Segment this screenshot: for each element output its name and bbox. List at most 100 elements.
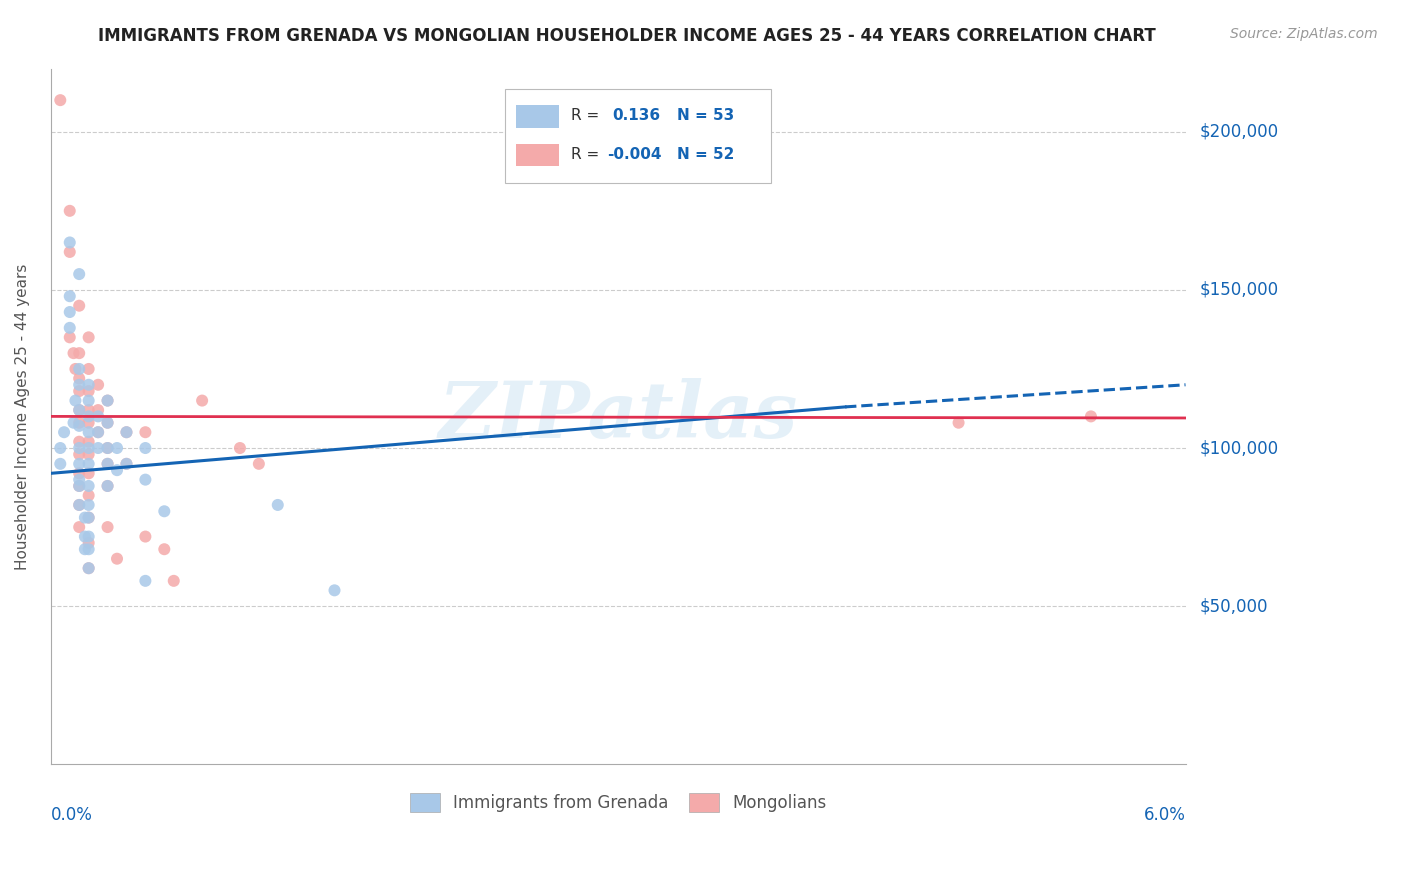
Point: [77, 510, 100, 524]
Point: [115, 457, 138, 471]
Point: [49, 93, 72, 107]
Point: [105, 441, 128, 455]
Point: [87, 403, 110, 417]
Point: [77, 330, 100, 344]
Point: [49, 457, 72, 471]
Point: [77, 393, 100, 408]
Point: [87, 441, 110, 455]
Legend: Immigrants from Grenada, Mongolians: Immigrants from Grenada, Mongolians: [404, 786, 832, 819]
Point: [97, 457, 120, 471]
Point: [105, 463, 128, 477]
Point: [97, 520, 120, 534]
Point: [77, 542, 100, 557]
Point: [77, 447, 100, 461]
Point: [73, 530, 96, 544]
Point: [59, 330, 82, 344]
Point: [65, 393, 87, 408]
Point: [67, 434, 90, 449]
Text: 0.0%: 0.0%: [51, 806, 93, 824]
Point: [87, 425, 110, 440]
Text: R =: R =: [571, 108, 599, 123]
Point: [65, 362, 87, 376]
Text: $100,000: $100,000: [1199, 439, 1278, 457]
Point: [97, 441, 120, 455]
Point: [67, 384, 90, 398]
Point: [97, 393, 120, 408]
Point: [67, 403, 90, 417]
Text: N = 53: N = 53: [678, 108, 734, 123]
Point: [53, 425, 76, 440]
Point: [67, 479, 90, 493]
Point: [59, 321, 82, 335]
Point: [73, 542, 96, 557]
FancyBboxPatch shape: [516, 144, 560, 166]
Point: [97, 393, 120, 408]
Point: [105, 551, 128, 566]
Point: [77, 403, 100, 417]
Text: $150,000: $150,000: [1199, 281, 1278, 299]
Point: [77, 488, 100, 502]
Point: [67, 447, 90, 461]
Point: [62, 416, 84, 430]
Text: 6.0%: 6.0%: [1143, 806, 1185, 824]
Point: [77, 362, 100, 376]
Point: [134, 574, 156, 588]
Point: [267, 498, 290, 512]
Point: [67, 498, 90, 512]
Point: [87, 425, 110, 440]
Point: [67, 299, 90, 313]
Text: $200,000: $200,000: [1199, 123, 1278, 141]
Point: [73, 510, 96, 524]
Point: [67, 371, 90, 385]
Point: [153, 504, 176, 518]
Point: [59, 203, 82, 218]
Point: [62, 346, 84, 360]
Point: [163, 574, 186, 588]
Text: $50,000: $50,000: [1199, 597, 1268, 615]
Point: [77, 384, 100, 398]
Point: [67, 403, 90, 417]
Point: [77, 510, 100, 524]
Point: [67, 418, 90, 433]
Point: [97, 479, 120, 493]
Point: [67, 377, 90, 392]
Point: [77, 561, 100, 575]
Point: [67, 498, 90, 512]
Point: [191, 393, 214, 408]
Point: [134, 473, 156, 487]
Point: [134, 425, 156, 440]
Point: [77, 467, 100, 481]
Text: Source: ZipAtlas.com: Source: ZipAtlas.com: [1230, 27, 1378, 41]
Point: [67, 520, 90, 534]
Point: [59, 235, 82, 250]
Point: [67, 473, 90, 487]
Point: [948, 416, 970, 430]
FancyBboxPatch shape: [516, 105, 560, 128]
Point: [87, 409, 110, 424]
Point: [97, 416, 120, 430]
Point: [97, 479, 120, 493]
Point: [67, 441, 90, 455]
Point: [77, 441, 100, 455]
Point: [229, 441, 252, 455]
Point: [115, 457, 138, 471]
Point: [49, 441, 72, 455]
Point: [134, 530, 156, 544]
Point: [97, 416, 120, 430]
Point: [67, 362, 90, 376]
Point: [67, 467, 90, 481]
Point: [134, 441, 156, 455]
Text: N = 52: N = 52: [678, 146, 734, 161]
Text: ZIPatlas: ZIPatlas: [439, 378, 797, 455]
Text: 0.136: 0.136: [613, 108, 661, 123]
Point: [77, 530, 100, 544]
Point: [77, 425, 100, 440]
Point: [77, 498, 100, 512]
Point: [323, 583, 346, 598]
Text: IMMIGRANTS FROM GRENADA VS MONGOLIAN HOUSEHOLDER INCOME AGES 25 - 44 YEARS CORRE: IMMIGRANTS FROM GRENADA VS MONGOLIAN HOU…: [98, 27, 1156, 45]
Point: [59, 305, 82, 319]
Point: [115, 425, 138, 440]
Point: [77, 377, 100, 392]
Point: [97, 441, 120, 455]
Point: [87, 377, 110, 392]
